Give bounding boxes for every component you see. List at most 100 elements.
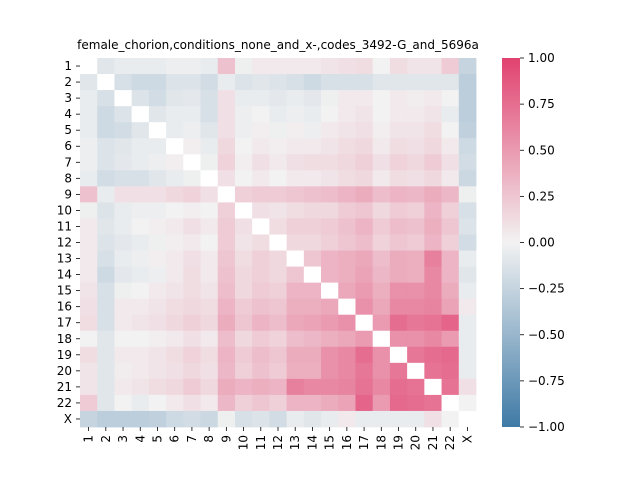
heatmap-cell-3-6 — [166, 90, 184, 107]
heatmap-cell-3-13 — [286, 90, 305, 107]
heatmap-cell-12-X — [458, 234, 477, 251]
heatmap-cell-11-20 — [407, 218, 425, 235]
x-tick-label: 15 — [323, 435, 337, 450]
heatmap-cell-5-9 — [217, 122, 236, 139]
heatmap-cell-1-22 — [441, 58, 460, 75]
y-tick-label: 20 — [57, 364, 72, 378]
heatmap-cell-17-19 — [389, 314, 408, 332]
heatmap-cell-X-3 — [114, 410, 133, 428]
heatmap-cell-22-14 — [303, 394, 322, 412]
heatmap-cell-14-2 — [97, 266, 115, 284]
heatmap-cell-16-3 — [114, 298, 133, 316]
y-tick-label: 15 — [57, 284, 72, 298]
heatmap-cell-11-22 — [441, 218, 460, 235]
heatmap-cell-14-17 — [355, 266, 374, 284]
heatmap-cell-17-10 — [234, 314, 253, 332]
x-tick-label: 1 — [82, 435, 96, 443]
heatmap-cell-10-15 — [321, 202, 339, 219]
y-tick-label: 6 — [64, 139, 72, 153]
heatmap-cell-16-19 — [389, 298, 408, 316]
heatmap-cell-2-20 — [407, 74, 425, 91]
heatmap-cell-16-18 — [372, 298, 391, 316]
y-tick-label: 19 — [57, 348, 72, 362]
heatmap-cell-20-11 — [252, 362, 270, 380]
heatmap-cell-X-X — [458, 410, 477, 428]
heatmap-cell-20-20 — [407, 362, 425, 380]
heatmap-cell-19-20 — [407, 346, 425, 364]
heatmap-cell-14-5 — [148, 266, 167, 284]
heatmap-cell-7-7 — [183, 154, 201, 171]
heatmap-cell-8-22 — [441, 170, 460, 187]
heatmap-cell-13-10 — [234, 250, 253, 267]
heatmap-cell-3-1 — [80, 90, 98, 107]
heatmap-cell-X-15 — [321, 410, 339, 428]
heatmap-cell-15-7 — [183, 282, 201, 300]
heatmap-cell-3-18 — [372, 90, 391, 107]
heatmap-cell-5-20 — [407, 122, 425, 139]
heatmap-cell-8-2 — [97, 170, 115, 187]
heatmap-cell-4-16 — [338, 106, 356, 123]
heatmap-cell-2-17 — [355, 74, 374, 91]
heatmap-cell-1-19 — [389, 58, 408, 75]
heatmap-cell-12-10 — [234, 234, 253, 251]
heatmap-cell-8-4 — [131, 170, 150, 187]
heatmap-cell-X-17 — [355, 410, 374, 428]
heatmap-cell-16-11 — [252, 298, 270, 316]
heatmap-cell-5-4 — [131, 122, 150, 139]
heatmap-cell-17-14 — [303, 314, 322, 332]
heatmap-cell-18-19 — [389, 330, 408, 348]
heatmap-cell-14-12 — [269, 266, 288, 284]
heatmap-cell-X-16 — [338, 410, 356, 428]
heatmap-cell-1-20 — [407, 58, 425, 75]
heatmap-cell-1-8 — [200, 58, 219, 75]
heatmap-cell-13-20 — [407, 250, 425, 267]
x-tick-label: 8 — [202, 435, 216, 443]
heatmap-cell-14-7 — [183, 266, 201, 284]
heatmap-cell-22-13 — [286, 394, 305, 412]
heatmap-cell-4-2 — [97, 106, 115, 123]
heatmap-cell-1-X — [458, 58, 477, 75]
heatmap-cell-11-6 — [166, 218, 184, 235]
heatmap-cell-12-3 — [114, 234, 133, 251]
heatmap-cell-1-13 — [286, 58, 305, 75]
heatmap-cell-21-20 — [407, 378, 425, 396]
heatmap-cell-21-19 — [389, 378, 408, 396]
heatmap-cell-18-12 — [269, 330, 288, 348]
heatmap-cell-7-16 — [338, 154, 356, 171]
heatmap-cell-15-12 — [269, 282, 288, 300]
heatmap-cell-2-12 — [269, 74, 288, 91]
heatmap-cell-10-18 — [372, 202, 391, 219]
heatmap-cell-20-10 — [234, 362, 253, 380]
heatmap-cell-19-18 — [372, 346, 391, 364]
heatmap-cell-16-4 — [131, 298, 150, 316]
heatmap-cell-18-20 — [407, 330, 425, 348]
x-tick-label: 20 — [409, 435, 423, 450]
y-tick-label: 3 — [64, 91, 72, 105]
heatmap-cell-19-11 — [252, 346, 270, 364]
heatmap-cell-2-16 — [338, 74, 356, 91]
x-tick-label: 3 — [116, 435, 130, 443]
heatmap-cell-6-22 — [441, 138, 460, 155]
heatmap-cell-1-3 — [114, 58, 133, 75]
heatmap-cell-20-1 — [80, 362, 98, 380]
heatmap-cell-X-11 — [252, 410, 270, 428]
colorbar-tick-label: 0.75 — [528, 97, 555, 111]
x-tick-label: 17 — [357, 435, 371, 450]
heatmap-cell-X-19 — [389, 410, 408, 428]
heatmap-cell-10-13 — [286, 202, 305, 219]
heatmap-cell-21-2 — [97, 378, 115, 396]
y-tick-label: 11 — [57, 219, 72, 233]
heatmap-cell-13-6 — [166, 250, 184, 267]
heatmap-cell-21-22 — [441, 378, 460, 396]
heatmap-cell-20-13 — [286, 362, 305, 380]
heatmap-cell-X-1 — [80, 410, 98, 428]
heatmap-cell-X-10 — [234, 410, 253, 428]
heatmap-cell-10-16 — [338, 202, 356, 219]
heatmap-cell-12-11 — [252, 234, 270, 251]
heatmap-cell-6-15 — [321, 138, 339, 155]
colorbar-tick-label: 1.00 — [528, 51, 555, 65]
heatmap-cell-2-10 — [234, 74, 253, 91]
heatmap-cell-13-13 — [286, 250, 305, 267]
heatmap-cell-1-1 — [80, 58, 98, 75]
